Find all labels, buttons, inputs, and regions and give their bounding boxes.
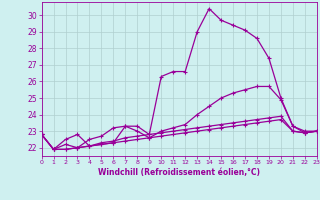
- X-axis label: Windchill (Refroidissement éolien,°C): Windchill (Refroidissement éolien,°C): [98, 168, 260, 177]
